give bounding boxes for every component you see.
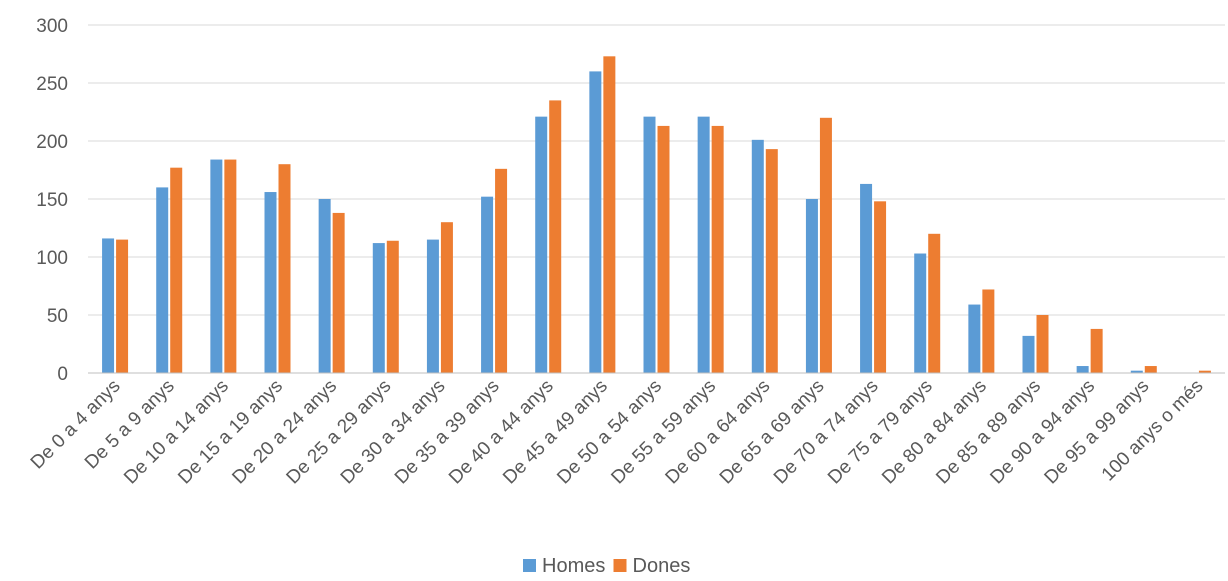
bar-homes-18: [1076, 366, 1089, 373]
y-tick-label: 250: [36, 74, 68, 95]
y-tick-label: 150: [36, 190, 68, 211]
y-tick-label: 100: [36, 248, 68, 269]
bar-dones-5: [386, 240, 399, 373]
bar-dones-13: [819, 117, 832, 373]
bar-dones-1: [170, 167, 183, 373]
bar-homes-1: [156, 187, 169, 373]
bar-dones-20: [1198, 370, 1211, 373]
y-tick-label: 300: [36, 16, 68, 37]
bar-dones-0: [116, 239, 129, 373]
bar-homes-9: [589, 71, 602, 374]
bar-dones-12: [765, 149, 778, 373]
y-tick-label: 0: [57, 364, 68, 385]
bars: [102, 56, 1211, 374]
bar-dones-4: [332, 212, 345, 373]
bar-dones-14: [874, 201, 887, 373]
bar-homes-14: [860, 183, 873, 373]
bar-dones-10: [657, 125, 670, 373]
bar-dones-8: [549, 100, 562, 374]
bar-homes-0: [102, 238, 115, 373]
bar-homes-4: [318, 199, 331, 373]
bar-dones-19: [1144, 366, 1157, 373]
x-tick-label: 100 anys o més: [1098, 376, 1208, 486]
bar-homes-12: [751, 139, 764, 373]
bar-homes-8: [535, 116, 548, 373]
bar-dones-17: [1036, 315, 1049, 373]
bar-homes-3: [264, 192, 277, 373]
bar-dones-2: [224, 159, 237, 373]
y-tick-label: 200: [36, 132, 68, 153]
bar-dones-16: [982, 289, 995, 373]
bar-homes-16: [968, 304, 981, 373]
bar-homes-2: [210, 159, 223, 373]
legend-label-homes: Homes: [542, 555, 605, 577]
bar-homes-13: [805, 199, 818, 373]
gridlines: [88, 24, 1225, 316]
bar-dones-7: [495, 168, 508, 373]
bar-dones-6: [440, 222, 453, 373]
legend-swatch-homes: [523, 559, 536, 572]
bar-dones-11: [711, 125, 724, 373]
legend-swatch-dones: [613, 559, 627, 572]
y-tick-label: 50: [47, 306, 68, 327]
bar-homes-7: [481, 196, 494, 373]
bar-homes-11: [697, 116, 710, 373]
legend: Homes Dones: [523, 555, 690, 577]
bar-homes-19: [1130, 370, 1143, 373]
bar-homes-5: [372, 243, 385, 373]
bar-homes-6: [426, 239, 439, 373]
bar-homes-15: [914, 253, 927, 373]
bar-homes-10: [643, 116, 656, 373]
y-axis-ticks: 0 50 100 150 200 250 300: [36, 16, 68, 385]
bar-dones-18: [1090, 328, 1103, 373]
legend-label-dones: Dones: [633, 555, 691, 577]
bar-dones-3: [278, 164, 291, 373]
bar-dones-9: [603, 56, 616, 373]
bar-dones-15: [928, 233, 941, 373]
bar-homes-17: [1022, 335, 1035, 373]
